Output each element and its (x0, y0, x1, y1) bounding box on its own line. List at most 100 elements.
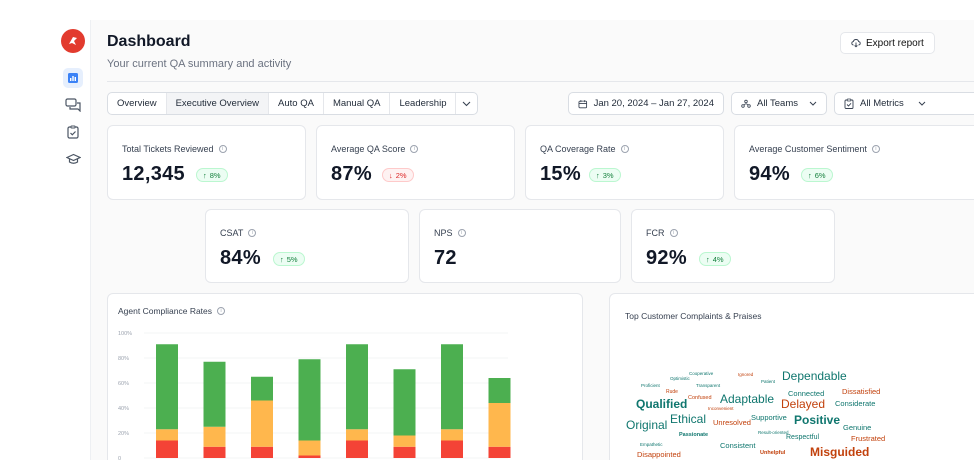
arrow-up-icon: ↑ (280, 254, 284, 264)
cloud-word: Rude (666, 389, 678, 395)
bar-segment[interactable] (203, 361, 226, 427)
arrow-up-icon: ↑ (706, 254, 710, 264)
delta-value: 3% (602, 170, 614, 180)
kpi-label-text: CSAT (220, 228, 244, 238)
kpi-card-fcr: FCR i 92% ↑ 4% (631, 209, 835, 283)
tab-executive-overview[interactable]: Executive Overview (166, 93, 270, 114)
bar-segment[interactable] (156, 429, 178, 441)
nav-training[interactable] (63, 149, 83, 169)
cloud-word: Original (626, 418, 668, 432)
bar-segment[interactable] (298, 455, 321, 459)
bar-segment[interactable] (393, 446, 416, 458)
tab-overview[interactable]: Overview (108, 93, 167, 114)
agent-compliance-card: Agent Compliance Rates i 100% 80% 60% 40% 20%… (107, 293, 583, 460)
export-report-button[interactable]: Export report (840, 32, 935, 54)
delta-badge-up: ↑ 4% (699, 252, 731, 266)
kpi-card-nps: NPS i 72 (419, 209, 621, 283)
delta-value: 5% (286, 254, 298, 264)
nav-dashboard[interactable] (63, 68, 83, 88)
tab-auto-qa[interactable]: Auto QA (269, 93, 324, 114)
bar-segment[interactable] (203, 426, 226, 447)
bar-segment[interactable] (298, 440, 321, 456)
bar-segment[interactable] (346, 429, 368, 441)
info-icon[interactable]: i (871, 145, 880, 153)
bar-segment[interactable] (441, 344, 463, 430)
cloud-word: Genuine (843, 423, 872, 432)
kpi-label-text: FCR (646, 228, 665, 238)
bar-segment[interactable] (441, 440, 463, 459)
cloud-word: Consistent (720, 441, 756, 450)
bar-segment[interactable] (203, 446, 226, 458)
main-content: Dashboard Your current QA summary and ac… (91, 20, 974, 460)
cloud-word: Dependable (782, 369, 847, 383)
bar-segment[interactable] (488, 378, 511, 403)
cloud-word: Considerate (835, 399, 876, 408)
bar-segment[interactable] (441, 429, 463, 441)
bar-segment[interactable] (346, 440, 368, 459)
y-tick-label: 40% (118, 406, 129, 412)
nav-qa-reviews[interactable] (63, 122, 83, 142)
cloud-word: Respectful (786, 434, 820, 441)
bar-segment[interactable] (488, 446, 511, 458)
chat-bubbles-icon (65, 98, 81, 112)
cloud-word: Unresolved (713, 418, 751, 427)
kpi-label: CSAT i (220, 228, 257, 238)
nav-conversations[interactable] (63, 95, 83, 115)
bar-segment[interactable] (298, 359, 321, 441)
page-subtitle: Your current QA summary and activity (107, 58, 292, 70)
bar-segment[interactable] (393, 435, 416, 447)
info-icon[interactable]: i (218, 145, 227, 153)
delta-value: 2% (395, 170, 407, 180)
info-icon[interactable]: i (410, 145, 419, 153)
kpi-label: Average Customer Sentiment i (749, 144, 880, 154)
sidebar-divider (90, 20, 91, 460)
bar-segment[interactable] (156, 344, 178, 430)
info-icon[interactable]: i (620, 145, 629, 153)
metrics-filter-label: All Metrics (860, 98, 904, 109)
kpi-label-text: Average Customer Sentiment (749, 144, 867, 154)
info-icon[interactable]: i (669, 229, 678, 237)
delta-badge-up: ↑ 8% (196, 168, 228, 182)
tab-leadership[interactable]: Leadership (390, 93, 457, 114)
bar-segment[interactable] (251, 400, 273, 447)
info-icon[interactable]: i (217, 307, 226, 315)
cloud-word: Inconvenient (708, 406, 734, 411)
kpi-label: NPS i (434, 228, 466, 238)
cloud-word: Optimistic (670, 376, 690, 381)
cloud-word: Cooperative (689, 371, 714, 376)
clipboard-check-icon (67, 125, 79, 139)
kpi-label-text: NPS (434, 228, 453, 238)
date-range-picker[interactable]: Jan 20, 2024 – Jan 27, 2024 (568, 92, 724, 115)
tabs-more-button[interactable] (456, 93, 477, 114)
cloud-word: Misguided (810, 445, 870, 459)
arrow-down-icon: ↓ (389, 170, 393, 180)
bar-segment[interactable] (251, 446, 273, 458)
dashboard-tabs: Overview Executive Overview Auto QA Manu… (107, 92, 479, 115)
cloud-word: Dissatisfied (842, 387, 881, 396)
bar-segment[interactable] (156, 440, 178, 459)
arrow-up-icon: ↑ (808, 170, 812, 180)
page-title: Dashboard (107, 33, 191, 50)
bar-segment[interactable] (346, 344, 368, 430)
cloud-word: Empathetic (640, 442, 663, 447)
teams-filter[interactable]: All Teams (731, 92, 827, 115)
info-icon[interactable]: i (248, 229, 257, 237)
delta-badge-up: ↑ 5% (273, 252, 305, 266)
team-icon (741, 99, 751, 108)
cloud-download-icon (851, 39, 861, 48)
kpi-card-average-qa-score: Average QA Score i 87% ↓ 2% (316, 125, 515, 200)
bar-chart-icon (68, 73, 78, 83)
metrics-filter[interactable]: All Metrics (834, 92, 974, 115)
tab-manual-qa[interactable]: Manual QA (324, 93, 391, 114)
date-range-label: Jan 20, 2024 – Jan 27, 2024 (593, 98, 714, 109)
bar-segment[interactable] (488, 403, 511, 447)
arrow-up-icon: ↑ (203, 170, 207, 180)
bar-segment[interactable] (393, 369, 416, 436)
graduation-cap-icon (65, 153, 81, 164)
cloud-word: Result-oriented (758, 430, 789, 435)
delta-value: 6% (814, 170, 826, 180)
bar-segment[interactable] (251, 376, 273, 401)
info-icon[interactable]: i (457, 229, 466, 237)
kpi-card-total-tickets: Total Tickets Reviewed i 12,345 ↑ 8% (107, 125, 306, 200)
app-logo[interactable] (61, 29, 85, 53)
